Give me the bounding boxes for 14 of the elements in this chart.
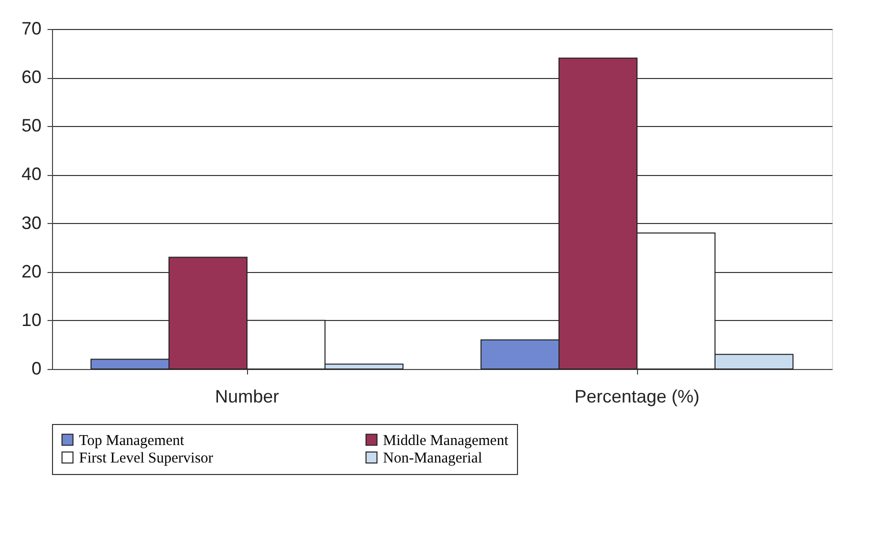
y-tick-label: 60	[21, 67, 42, 88]
y-tick-label: 50	[21, 116, 42, 136]
legend-label: Non-Managerial	[383, 450, 482, 466]
x-tick-label: Percentage (%)	[574, 386, 700, 406]
legend-label: Middle Management	[383, 432, 510, 449]
y-tick-label: 70	[21, 18, 42, 38]
legend-label: Top Management	[79, 432, 185, 449]
x-tick-label: Number	[214, 386, 280, 406]
y-tick-label: 30	[21, 212, 42, 233]
y-tick-label: 10	[21, 310, 42, 330]
legend-label: First Level Supervisor	[79, 450, 214, 466]
y-tick-label: 20	[21, 261, 42, 282]
y-tick-label: 40	[21, 164, 42, 184]
y-tick-label: 0	[31, 358, 42, 378]
